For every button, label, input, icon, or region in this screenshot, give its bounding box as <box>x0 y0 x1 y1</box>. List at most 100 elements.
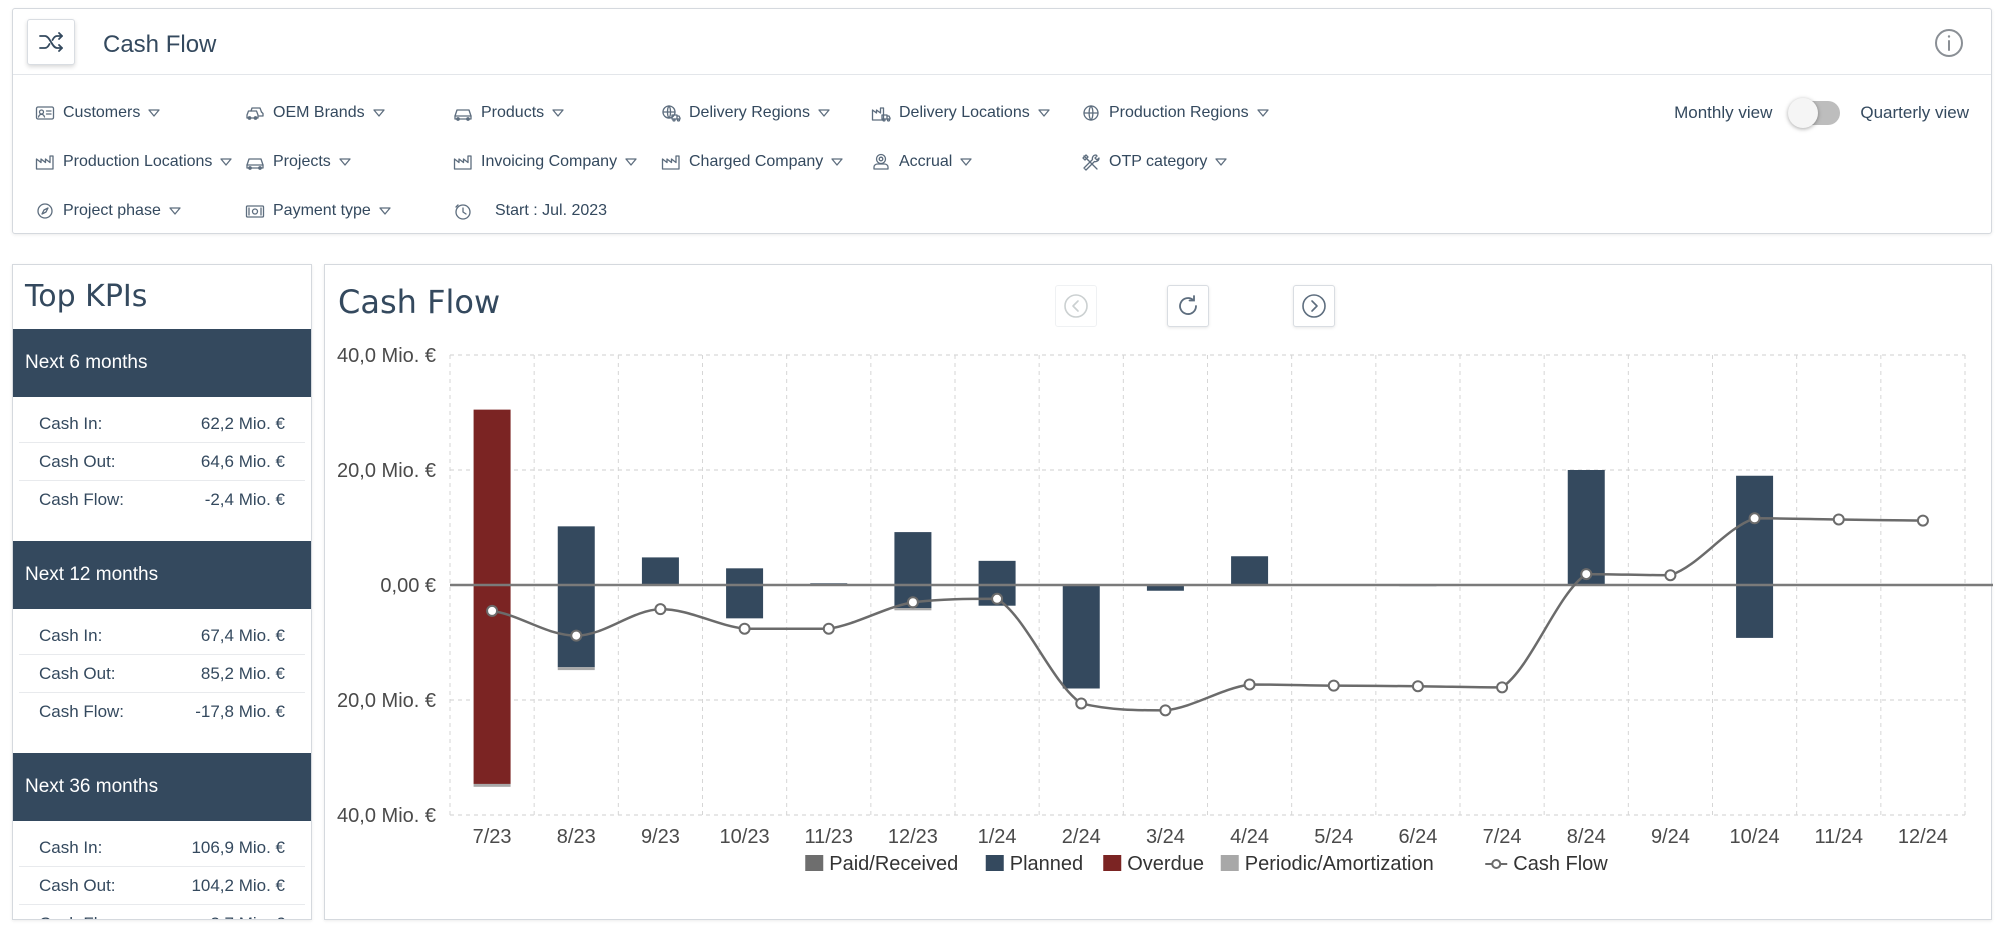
kpi-label: Cash Out: <box>39 875 116 895</box>
chevron-left-circle-icon <box>1064 294 1088 318</box>
filter-charged-company[interactable]: Charged Company <box>661 153 843 171</box>
caret-down-icon <box>1215 158 1228 166</box>
kpi-label: Cash In: <box>39 837 103 857</box>
kpi-label: Cash Flow: <box>39 702 125 721</box>
next-button[interactable] <box>1293 285 1335 327</box>
cash-flow-point <box>1580 568 1593 581</box>
cash-flow-point <box>822 622 835 635</box>
filter-project-phase[interactable]: Project phase <box>35 202 181 220</box>
globe-truck-icon <box>662 105 681 122</box>
kpi-title: Top KPIs <box>25 279 148 314</box>
filter-accrual[interactable]: Accrual <box>871 153 973 171</box>
filter-start[interactable]: Start : Jul. 2023 <box>453 202 607 220</box>
cash-flow-point <box>654 603 667 616</box>
bar <box>726 585 764 619</box>
filter-delivery-regions[interactable]: Delivery Regions <box>661 104 830 122</box>
legend-swatch <box>985 855 1004 871</box>
cash-flow-point <box>486 604 499 617</box>
filter-label: OEM Brands <box>273 104 365 121</box>
legend-label: Periodic/Amortization <box>1245 853 1434 875</box>
filter-label: Delivery Regions <box>689 104 810 121</box>
y-tick-label: 20,0 Mio. € <box>337 690 436 712</box>
x-tick-label: 8/24 <box>1567 826 1606 848</box>
factory-truck-icon <box>871 107 891 122</box>
cash-flow-point <box>1075 697 1088 710</box>
caret-down-icon <box>339 158 351 166</box>
caret-down-icon <box>1038 109 1050 117</box>
legend-swatch <box>1220 855 1239 871</box>
kpi-value: 64,6 Mio. € <box>200 451 285 471</box>
filter-delivery-locations[interactable]: Delivery Locations <box>871 104 1050 122</box>
kpi-label: Cash In: <box>39 413 103 433</box>
caret-down-icon <box>379 207 391 215</box>
x-tick-label: 9/23 <box>641 826 680 848</box>
kpi-row: Cash Out: 64,6 Mio. € <box>19 443 305 481</box>
filter-otp-category[interactable]: OTP category <box>1081 153 1228 171</box>
kpi-row: Cash Out: 85,2 Mio. € <box>19 655 305 693</box>
filter-projects[interactable]: Projects <box>245 153 351 171</box>
view-switch[interactable] <box>1788 98 1841 128</box>
x-tick-label: 9/24 <box>1651 826 1690 848</box>
caret-down-icon <box>1256 109 1269 117</box>
car-icon <box>246 158 264 170</box>
bar <box>473 409 511 585</box>
kpi-value: 62,2 Mio. € <box>200 413 285 433</box>
legend-label: Cash Flow <box>1513 853 1608 875</box>
factory-icon <box>453 155 472 170</box>
filter-label: Delivery Locations <box>899 104 1030 121</box>
filter-customers[interactable]: Customers <box>35 104 161 122</box>
cars-icon <box>246 107 264 120</box>
kpi-label: Cash Out: <box>39 451 116 471</box>
y-tick-label: 20,0 Mio. € <box>337 460 436 482</box>
user-badge-icon <box>873 153 889 170</box>
shuffle-button[interactable] <box>27 19 75 65</box>
cash-flow-point <box>991 592 1004 605</box>
x-tick-label: 6/24 <box>1398 826 1437 848</box>
x-tick-label: 4/24 <box>1230 826 1269 848</box>
chart-panel: Cash Flow 40,0 Mio. € 20,0 Mio. € 0,00 € 20… <box>324 264 1993 920</box>
kpi-row: Cash In: 67,4 Mio. € <box>19 617 305 655</box>
panel-divider <box>13 74 1991 75</box>
kpi-value: -17,8 Mio. € <box>195 702 285 721</box>
caret-down-icon <box>831 158 843 166</box>
compass-icon <box>37 203 53 219</box>
view-toggle: Monthly view Quarterly view <box>1674 98 1969 128</box>
cash-flow-chart: 40,0 Mio. € 20,0 Mio. € 0,00 € 20,0 Mio. € 4… <box>337 345 1993 875</box>
filter-label: Customers <box>63 104 141 121</box>
caret-down-icon <box>960 158 973 166</box>
kpi-section-header: Next 12 months <box>13 541 311 609</box>
refresh-icon <box>1179 295 1197 315</box>
y-tick-label: 0,00 € <box>380 575 436 597</box>
clock-icon <box>455 204 471 220</box>
filter-production-regions[interactable]: Production Regions <box>1081 104 1269 122</box>
refresh-button[interactable] <box>1167 285 1209 327</box>
filter-production-locations[interactable]: Production Locations <box>35 153 233 171</box>
cash-flow-point <box>1243 678 1256 691</box>
kpi-value: 67,4 Mio. € <box>200 625 285 645</box>
kpi-value: 2,7 Mio. € <box>210 914 285 919</box>
y-tick-label: 40,0 Mio. € <box>337 345 436 367</box>
legend-swatch <box>1491 859 1502 869</box>
filter-products[interactable]: Products <box>453 104 564 122</box>
monthly-view-label[interactable]: Monthly view <box>1674 103 1773 122</box>
filter-invoicing-company[interactable]: Invoicing Company <box>453 153 637 171</box>
filter-oem-brands[interactable]: OEM Brands <box>245 104 385 122</box>
filter-label: Invoicing Company <box>481 153 618 170</box>
quarterly-view-label[interactable]: Quarterly view <box>1860 103 1969 122</box>
prev-button[interactable] <box>1055 285 1097 327</box>
cash-flow-point <box>1496 681 1509 694</box>
cash-flow-point <box>906 596 919 609</box>
legend-label: Paid/Received <box>829 853 958 875</box>
kpi-row: Cash Flow: -17,8 Mio. € <box>19 693 305 731</box>
bar <box>978 560 1016 585</box>
info-icon[interactable] <box>1933 27 1965 59</box>
x-tick-label: 12/23 <box>888 826 938 848</box>
filter-label: Projects <box>273 153 331 170</box>
shuffle-icon <box>39 32 63 52</box>
filter-label: Project phase <box>63 202 161 219</box>
kpi-label: Cash Flow: <box>39 490 125 509</box>
kpi-section-header: Next 36 months <box>13 753 311 821</box>
filter-payment-type[interactable]: Payment type <box>245 202 391 220</box>
filter-label: Products <box>481 104 545 121</box>
caret-down-icon <box>169 207 181 215</box>
